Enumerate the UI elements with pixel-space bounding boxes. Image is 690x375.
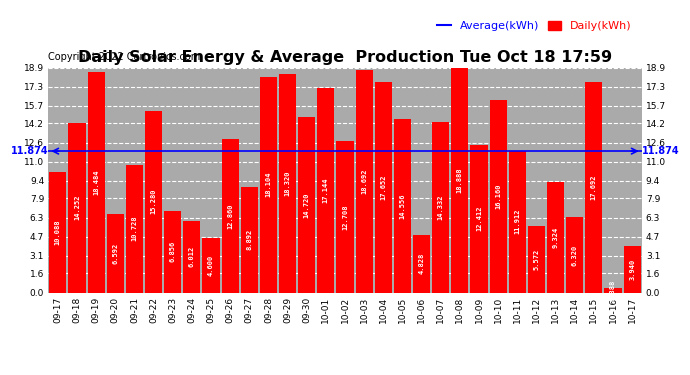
Bar — [298, 117, 315, 292]
Text: 17.652: 17.652 — [380, 175, 386, 200]
Text: 6.012: 6.012 — [189, 246, 195, 267]
Bar — [547, 182, 564, 292]
Text: 18.320: 18.320 — [284, 171, 290, 196]
Bar — [184, 221, 201, 292]
Text: 3.940: 3.940 — [629, 258, 635, 280]
Bar — [432, 122, 449, 292]
Bar — [202, 238, 219, 292]
Bar — [279, 74, 296, 292]
Text: 11.874: 11.874 — [642, 146, 680, 156]
Bar — [68, 123, 86, 292]
Bar — [145, 111, 162, 292]
Text: 4.828: 4.828 — [419, 253, 424, 274]
Text: 10.728: 10.728 — [131, 216, 137, 242]
Text: 0.388: 0.388 — [610, 280, 616, 301]
Text: Copyright 2022 Cartronics.com: Copyright 2022 Cartronics.com — [48, 52, 201, 62]
Bar — [88, 72, 105, 292]
Bar — [489, 100, 506, 292]
Text: 12.708: 12.708 — [342, 204, 348, 230]
Bar — [164, 211, 181, 292]
Bar — [604, 288, 622, 292]
Bar — [585, 82, 602, 292]
Text: 17.144: 17.144 — [323, 178, 329, 203]
Bar — [624, 246, 641, 292]
Text: 14.720: 14.720 — [304, 192, 310, 217]
Text: 15.280: 15.280 — [150, 189, 157, 214]
Text: 16.160: 16.160 — [495, 183, 501, 209]
Text: 14.252: 14.252 — [74, 195, 80, 220]
Text: 11.874: 11.874 — [10, 146, 48, 156]
Text: 6.592: 6.592 — [112, 243, 118, 264]
Bar — [375, 82, 392, 292]
Text: 10.088: 10.088 — [55, 220, 61, 245]
Bar — [49, 172, 66, 292]
Bar — [471, 145, 488, 292]
Text: 6.320: 6.320 — [572, 244, 578, 266]
Bar — [221, 140, 239, 292]
Title: Daily Solar Energy & Average  Production Tue Oct 18 17:59: Daily Solar Energy & Average Production … — [78, 50, 612, 65]
Bar — [126, 165, 143, 292]
Bar — [107, 214, 124, 292]
Text: 12.860: 12.860 — [227, 203, 233, 229]
Text: 8.892: 8.892 — [246, 229, 253, 250]
Text: 4.600: 4.600 — [208, 255, 214, 276]
Text: 18.692: 18.692 — [361, 168, 367, 194]
Text: 6.856: 6.856 — [170, 241, 176, 262]
Bar — [241, 187, 258, 292]
Legend: Average(kWh), Daily(kWh): Average(kWh), Daily(kWh) — [433, 17, 636, 36]
Text: 9.324: 9.324 — [553, 226, 559, 248]
Text: 14.332: 14.332 — [437, 195, 444, 220]
Bar — [355, 70, 373, 292]
Bar — [337, 141, 353, 292]
Bar — [317, 88, 335, 292]
Bar — [566, 217, 583, 292]
Text: 18.888: 18.888 — [457, 167, 463, 193]
Bar — [260, 77, 277, 292]
Text: 12.412: 12.412 — [476, 206, 482, 231]
Bar — [509, 151, 526, 292]
Text: 18.484: 18.484 — [93, 170, 99, 195]
Text: 17.692: 17.692 — [591, 174, 597, 200]
Bar — [394, 119, 411, 292]
Bar — [451, 68, 469, 292]
Bar — [413, 235, 430, 292]
Text: 18.104: 18.104 — [266, 172, 271, 198]
Text: 11.912: 11.912 — [514, 209, 520, 234]
Bar — [528, 226, 545, 292]
Text: 14.556: 14.556 — [400, 193, 406, 219]
Text: 5.572: 5.572 — [533, 249, 540, 270]
